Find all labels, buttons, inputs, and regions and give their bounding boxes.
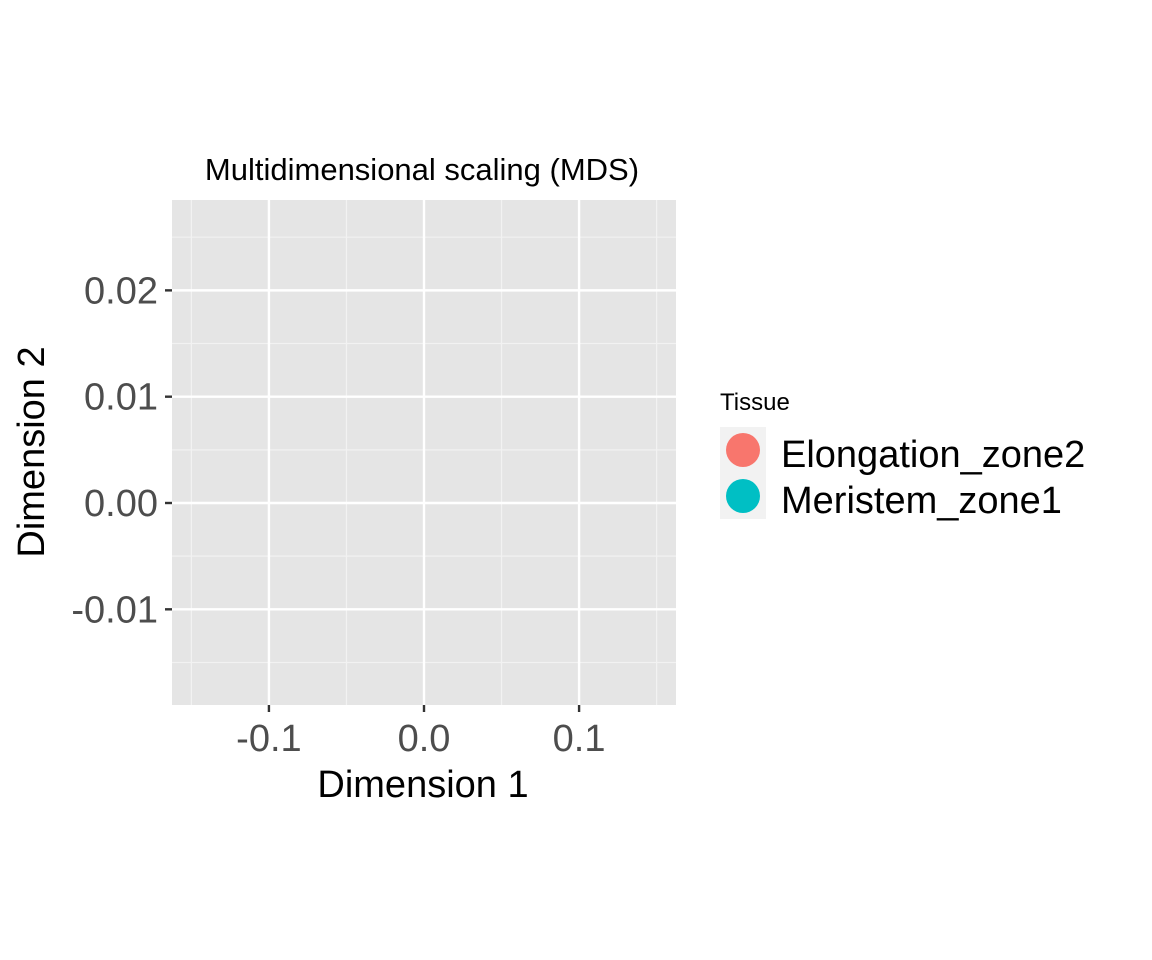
x-tick-label: -0.1: [236, 718, 301, 760]
legend-key-elongation: [726, 433, 760, 467]
y-tick-label: -0.01: [71, 589, 158, 631]
x-tick-label: 0.0: [398, 718, 451, 760]
legend-key-meristem: [726, 479, 760, 513]
y-tick-label: 0.02: [84, 270, 158, 312]
plot-panel: [172, 200, 676, 705]
legend-title: Tissue: [720, 389, 790, 416]
legend-label-elongation: Elongation_zone2: [781, 434, 1085, 476]
y-tick-label: 0.01: [84, 377, 158, 419]
x-tick-label: 0.1: [553, 718, 606, 760]
x-axis: -0.1 0.0 0.1: [236, 705, 605, 760]
legend-label-meristem: Meristem_zone1: [781, 480, 1062, 522]
y-tick-label: 0.00: [84, 483, 158, 525]
chart-title: Multidimensional scaling (MDS): [205, 152, 639, 187]
x-axis-title: Dimension 1: [317, 764, 528, 806]
y-axis: -0.01 0.00 0.01 0.02: [71, 270, 172, 631]
y-axis-title: Dimension 2: [11, 346, 53, 557]
legend: Tissue Elongation_zone2 Meristem_zone1: [720, 389, 1085, 522]
